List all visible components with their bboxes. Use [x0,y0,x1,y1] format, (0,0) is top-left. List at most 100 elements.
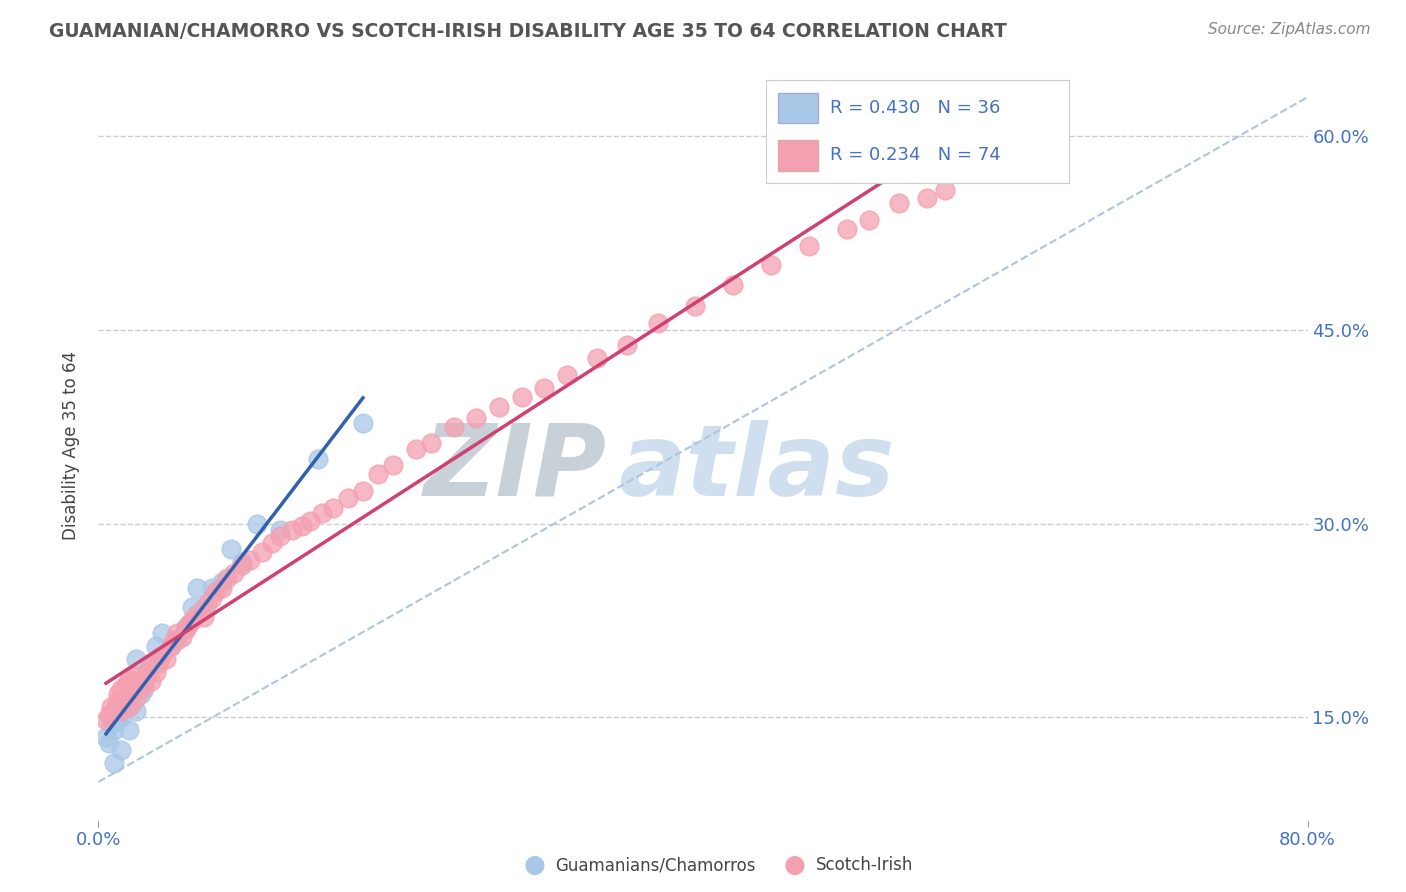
Point [858,213,880,227]
Point [145,665,167,679]
Point [125,704,148,718]
Text: ●: ● [523,854,546,877]
Point [94,713,117,727]
Point [118,700,141,714]
Point [420,436,443,450]
Text: Scotch-Irish: Scotch-Irish [815,856,912,874]
Point [179,617,201,632]
Point [105,713,128,727]
Point [141,658,163,673]
Point [835,222,858,236]
Point [103,704,125,718]
Point [193,609,215,624]
Point [239,552,262,566]
Point [352,416,374,430]
Point [118,690,141,705]
Point [145,639,167,653]
Point [224,566,246,580]
Point [201,591,224,606]
Point [405,442,427,456]
Point [160,639,183,653]
Point [616,338,638,352]
Text: ●: ● [783,854,806,877]
Point [555,368,578,382]
Text: atlas: atlas [619,420,894,517]
Point [685,300,707,314]
Point [166,626,188,640]
Point [107,704,129,718]
Point [647,316,669,330]
Point [114,700,136,714]
Point [246,516,269,531]
Point [181,614,204,628]
Point [148,656,170,670]
Point [121,687,143,701]
Point [533,381,555,395]
Point [231,558,253,572]
Point [103,756,125,770]
Point [488,401,510,415]
Point [352,484,374,499]
Point [934,183,956,197]
Point [221,542,243,557]
Point [141,674,163,689]
Point [211,581,233,595]
Point [114,678,136,692]
Point [118,723,141,738]
Point [98,707,121,722]
Point [193,600,215,615]
Point [382,458,405,473]
Point [129,687,152,701]
Point [121,698,143,712]
Point [915,191,938,205]
Point [186,581,208,595]
Point [174,620,197,634]
Point [107,687,129,701]
Point [150,626,173,640]
Point [110,710,132,724]
Text: ZIP: ZIP [423,420,606,517]
Point [465,410,488,425]
Point [129,681,152,696]
Point [135,665,157,679]
Y-axis label: Disability Age 35 to 64: Disability Age 35 to 64 [62,351,80,541]
Point [443,419,465,434]
Point [307,451,329,466]
FancyBboxPatch shape [779,140,818,170]
Point [103,723,125,738]
Text: GUAMANIAN/CHAMORRO VS SCOTCH-IRISH DISABILITY AGE 35 TO 64 CORRELATION CHART: GUAMANIAN/CHAMORRO VS SCOTCH-IRISH DISAB… [49,22,1007,41]
Text: R = 0.430   N = 36: R = 0.430 N = 36 [830,99,1000,117]
Point [100,700,122,714]
Point [121,674,143,689]
Point [148,652,170,666]
Point [195,597,218,611]
Point [155,652,177,666]
Point [367,467,389,482]
Point [135,665,157,679]
Point [125,669,148,683]
Point [186,607,208,621]
Point [586,351,609,366]
Text: R = 0.234   N = 74: R = 0.234 N = 74 [830,146,1001,164]
Point [723,277,745,292]
Point [797,239,820,253]
Point [105,695,128,709]
Text: Guamanians/Chamorros: Guamanians/Chamorros [555,856,756,874]
Point [205,583,228,598]
Point [291,519,314,533]
Point [110,681,132,696]
Point [510,390,533,404]
Point [160,639,183,653]
Point [125,652,148,666]
Point [174,623,197,637]
Point [132,678,155,692]
Point [163,632,186,647]
Point [98,736,121,750]
Point [166,632,188,647]
Point [141,656,163,670]
Point [201,581,224,595]
Point [150,648,173,663]
Point [336,491,359,505]
Text: Source: ZipAtlas.com: Source: ZipAtlas.com [1208,22,1371,37]
Point [181,600,204,615]
